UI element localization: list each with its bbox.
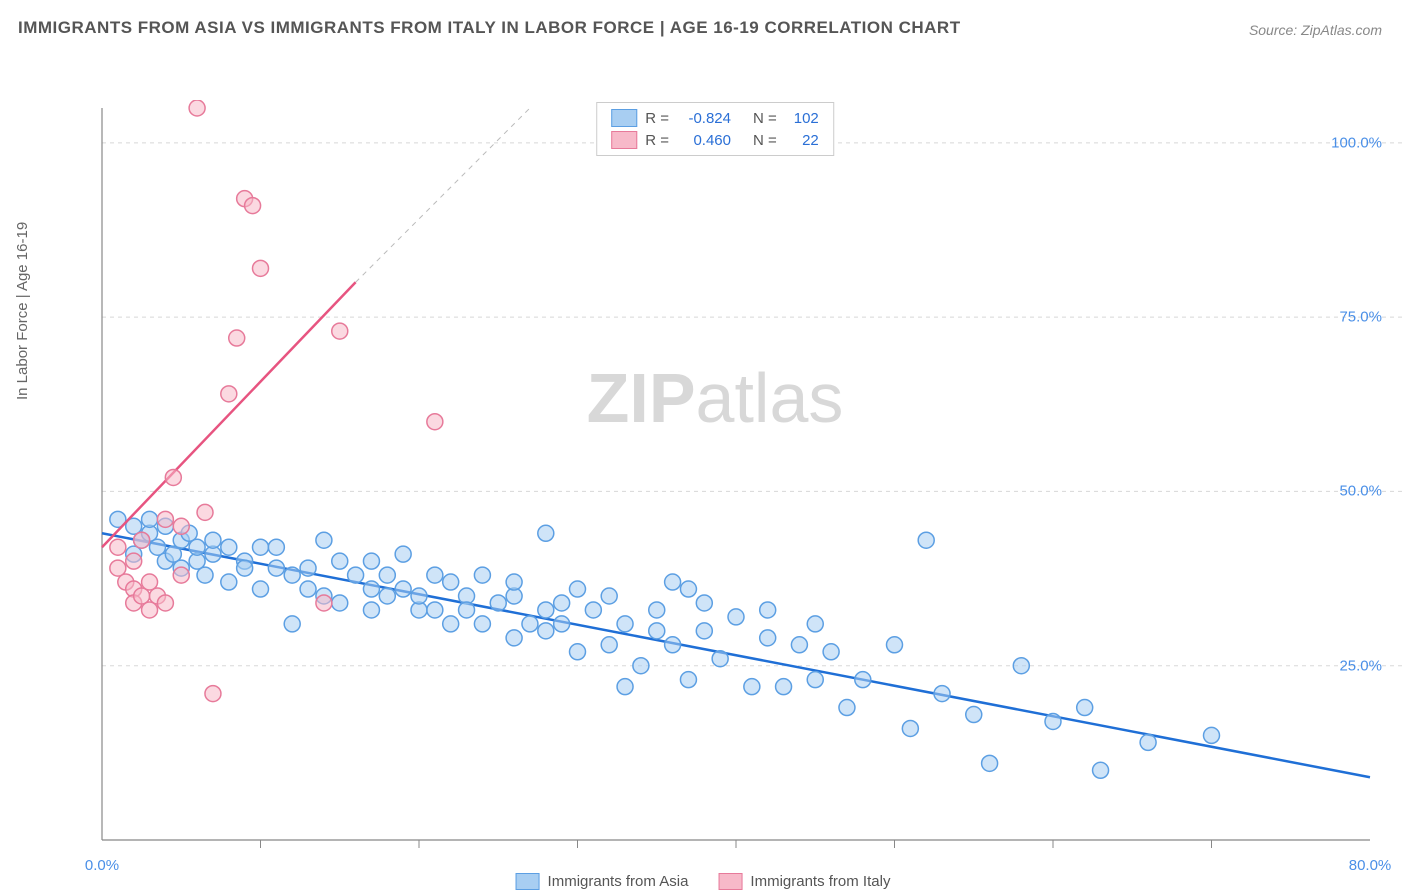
r-label: R = — [645, 110, 669, 127]
scatter-plot — [100, 100, 1406, 870]
n-label: N = — [753, 132, 777, 149]
legend-swatch — [718, 873, 742, 890]
y-tick-label: 100.0% — [1331, 134, 1382, 151]
y-axis-label: In Labor Force | Age 16-19 — [14, 222, 31, 400]
r-value: 0.460 — [677, 132, 731, 149]
series-legend-label: Immigrants from Asia — [548, 873, 689, 890]
series-legend-item: Immigrants from Asia — [516, 873, 689, 890]
legend-swatch — [611, 109, 637, 127]
n-value: 22 — [785, 132, 819, 149]
r-value: -0.824 — [677, 110, 731, 127]
y-tick-label: 25.0% — [1339, 657, 1382, 674]
series-legend: Immigrants from Asia Immigrants from Ital… — [516, 873, 891, 890]
y-tick-label: 75.0% — [1339, 309, 1382, 326]
source-attribution: Source: ZipAtlas.com — [1249, 22, 1382, 38]
legend-swatch — [516, 873, 540, 890]
correlation-legend-row: R = -0.824 N = 102 — [611, 107, 819, 129]
r-label: R = — [645, 132, 669, 149]
legend-swatch — [611, 131, 637, 149]
correlation-legend: R = -0.824 N = 102 R = 0.460 N = 22 — [596, 102, 834, 156]
y-tick-label: 50.0% — [1339, 483, 1382, 500]
x-tick-label: 80.0% — [1349, 857, 1392, 874]
correlation-legend-row: R = 0.460 N = 22 — [611, 129, 819, 151]
chart-area: ZIPatlas R =-0.824N =102R =0.460N =22 — [50, 50, 1380, 840]
chart-title: IMMIGRANTS FROM ASIA VS IMMIGRANTS FROM … — [18, 18, 961, 38]
series-legend-label: Immigrants from Italy — [750, 873, 890, 890]
n-value: 102 — [785, 110, 819, 127]
series-legend-item: Immigrants from Italy — [718, 873, 890, 890]
x-tick-label: 0.0% — [85, 857, 119, 874]
n-label: N = — [753, 110, 777, 127]
